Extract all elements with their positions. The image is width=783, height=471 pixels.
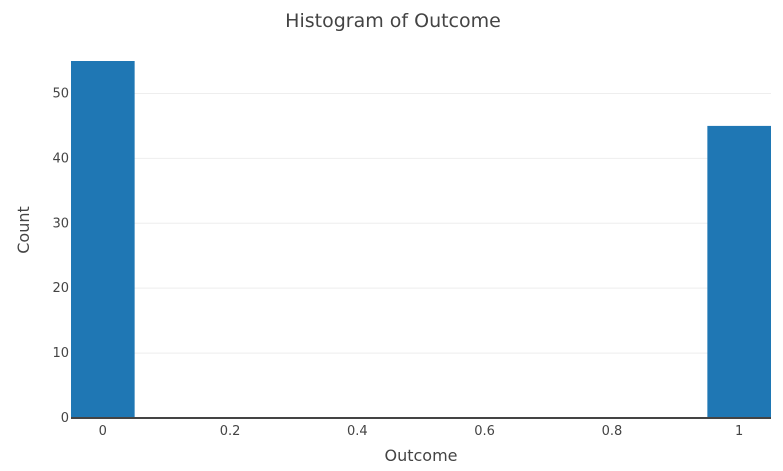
grid-lines [71, 92, 771, 354]
y-tick-label: 50 [52, 86, 69, 101]
y-axis-ticks: 0 10 20 30 40 50 [52, 86, 69, 426]
y-axis-title: Count [14, 206, 33, 254]
chart-title: Histogram of Outcome [285, 10, 501, 32]
histogram-bar-0[interactable] [71, 61, 135, 418]
x-tick-label: 0.4 [347, 424, 368, 439]
x-axis-ticks: 0 0.2 0.4 0.6 0.8 1 [99, 424, 744, 439]
x-tick-label: 0 [99, 424, 107, 439]
x-tick-label: 0.8 [602, 424, 623, 439]
y-tick-label: 20 [52, 281, 69, 296]
y-tick-label: 0 [61, 411, 69, 426]
x-tick-label: 1 [735, 424, 743, 439]
bars [71, 61, 771, 418]
x-tick-label: 0.2 [220, 424, 241, 439]
y-tick-label: 40 [52, 151, 69, 166]
x-axis-title: Outcome [384, 446, 457, 465]
x-tick-label: 0.6 [474, 424, 495, 439]
y-tick-label: 30 [52, 216, 69, 231]
histogram-bar-1[interactable] [707, 125, 771, 418]
y-tick-label: 10 [52, 346, 69, 361]
